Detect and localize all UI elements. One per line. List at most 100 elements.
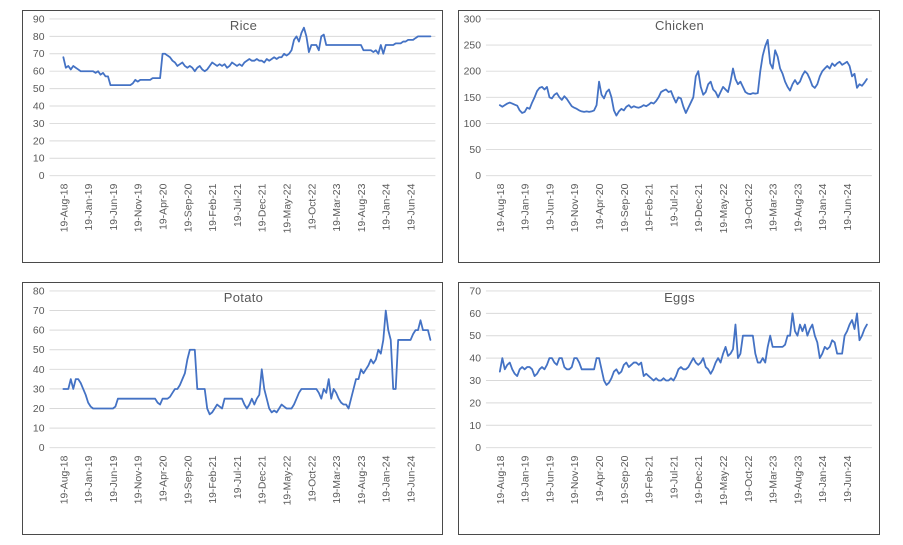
x-tick-label-19-Nov-19: 19-Nov-19	[570, 455, 581, 504]
x-tick-label-19-Jul-21: 19-Jul-21	[669, 455, 680, 499]
x-tick-label-19-Dec-21: 19-Dec-21	[694, 455, 705, 504]
y-tick-label-150: 150	[464, 93, 482, 104]
y-tick-label-20: 20	[33, 404, 45, 415]
y-tick-label-20: 20	[469, 398, 481, 409]
y-tick-label-0: 0	[39, 443, 45, 454]
eggs-plot-svg: 0 10 20 30 40 50 60 70 19-Aug-18 19-Jan-19 19-Jun-…	[469, 286, 872, 505]
chicken-y-tick-labels: 0 50 100 150 200 250 300	[464, 14, 482, 182]
x-tick-label-19-Jan-24: 19-Jan-24	[818, 455, 829, 502]
x-tick-label-19-Aug-23: 19-Aug-23	[357, 455, 368, 504]
y-tick-label-80: 80	[33, 32, 45, 43]
y-tick-label-50: 50	[33, 84, 45, 95]
x-tick-label-19-Dec-21: 19-Dec-21	[694, 183, 705, 232]
x-tick-label-19-Jul-21: 19-Jul-21	[233, 455, 244, 499]
x-tick-label-19-Jun-19: 19-Jun-19	[545, 183, 556, 230]
x-tick-label-19-Aug-23: 19-Aug-23	[793, 455, 804, 504]
x-tick-label-19-May-22: 19-May-22	[283, 455, 294, 505]
y-tick-label-0: 0	[475, 443, 481, 454]
x-tick-label-19-Sep-20: 19-Sep-20	[183, 183, 194, 232]
y-tick-label-10: 10	[469, 421, 481, 432]
rice-series-line	[62, 26, 432, 87]
x-tick-label-19-Feb-21: 19-Feb-21	[208, 455, 219, 503]
x-tick-label-19-Dec-21: 19-Dec-21	[258, 183, 269, 232]
x-tick-label-19-Aug-18: 19-Aug-18	[496, 183, 507, 232]
x-tick-label-19-Aug-23: 19-Aug-23	[793, 183, 804, 232]
x-tick-label-19-Apr-20: 19-Apr-20	[159, 183, 170, 229]
x-tick-label-19-Jun-24: 19-Jun-24	[407, 183, 418, 230]
y-tick-label-30: 30	[469, 376, 481, 387]
y-tick-label-70: 70	[33, 306, 45, 317]
chicken-x-tick-labels: 19-Aug-18 19-Jan-19 19-Jun-19 19-Nov-19 19-A…	[496, 183, 854, 233]
chicken-plot-svg: 0 50 100 150 200 250 300 19-Aug-18 19-Jan-19 19-J…	[464, 14, 872, 233]
y-tick-label-50: 50	[33, 345, 45, 356]
x-tick-label-19-Oct-22: 19-Oct-22	[307, 183, 318, 229]
rice-gridlines	[49, 18, 436, 177]
x-tick-label-19-Jul-21: 19-Jul-21	[233, 183, 244, 227]
y-tick-label-200: 200	[464, 67, 482, 78]
y-tick-label-40: 40	[469, 354, 481, 365]
y-tick-label-60: 60	[469, 309, 481, 320]
x-tick-label-19-Jan-19: 19-Jan-19	[521, 455, 532, 502]
x-tick-label-19-Feb-21: 19-Feb-21	[645, 455, 656, 503]
x-tick-label-19-Sep-20: 19-Sep-20	[620, 183, 631, 232]
chicken-series-line	[498, 38, 868, 117]
y-tick-label-0: 0	[39, 171, 45, 182]
potato-gridlines	[49, 290, 436, 449]
y-tick-label-80: 80	[33, 286, 45, 297]
x-tick-label-19-Aug-18: 19-Aug-18	[59, 183, 70, 232]
x-tick-label-19-May-22: 19-May-22	[719, 455, 730, 505]
x-tick-label-19-May-22: 19-May-22	[283, 183, 294, 233]
y-tick-label-70: 70	[33, 49, 45, 60]
x-tick-label-19-Jan-19: 19-Jan-19	[521, 183, 532, 230]
x-tick-label-19-Apr-20: 19-Apr-20	[159, 455, 170, 501]
y-tick-label-40: 40	[33, 365, 45, 376]
x-tick-label-19-Dec-21: 19-Dec-21	[258, 455, 269, 504]
x-tick-label-19-Jan-24: 19-Jan-24	[818, 183, 829, 230]
x-tick-label-19-Feb-21: 19-Feb-21	[645, 183, 656, 231]
eggs-y-tick-labels: 0 10 20 30 40 50 60 70	[469, 286, 481, 454]
x-tick-label-19-May-22: 19-May-22	[719, 183, 730, 233]
x-tick-label-19-Aug-18: 19-Aug-18	[59, 455, 70, 504]
y-tick-label-250: 250	[464, 41, 482, 52]
x-tick-label-19-Mar-23: 19-Mar-23	[769, 183, 780, 231]
x-tick-label-19-Jun-19: 19-Jun-19	[109, 455, 120, 502]
x-tick-label-19-Mar-23: 19-Mar-23	[769, 455, 780, 503]
chart-potato: 0 10 20 30 40 50 60 70 80 19-Aug-18 19-Jan-19 19-Ju…	[22, 282, 443, 535]
x-tick-label-19-Apr-20: 19-Apr-20	[595, 455, 606, 501]
x-tick-label-19-Mar-23: 19-Mar-23	[332, 455, 343, 503]
y-tick-label-30: 30	[33, 119, 45, 130]
x-tick-label-19-Jan-24: 19-Jan-24	[382, 455, 393, 502]
eggs-x-tick-labels: 19-Aug-18 19-Jan-19 19-Jun-19 19-Nov-19 19-A…	[496, 455, 854, 505]
x-tick-label-19-Jan-24: 19-Jan-24	[382, 183, 393, 230]
y-tick-label-60: 60	[33, 326, 45, 337]
x-tick-label-19-Jun-19: 19-Jun-19	[545, 455, 556, 502]
y-tick-label-300: 300	[464, 14, 482, 25]
y-tick-label-40: 40	[33, 101, 45, 112]
y-tick-label-50: 50	[469, 331, 481, 342]
potato-plot-svg: 0 10 20 30 40 50 60 70 80 19-Aug-18 19-Jan-19 19-Ju…	[33, 286, 436, 505]
y-tick-label-30: 30	[33, 384, 45, 395]
x-tick-label-19-Jun-24: 19-Jun-24	[843, 183, 854, 230]
y-tick-label-10: 10	[33, 424, 45, 435]
y-tick-label-10: 10	[33, 154, 45, 165]
eggs-series-line	[498, 312, 868, 386]
x-tick-label-19-Jun-19: 19-Jun-19	[109, 183, 120, 230]
y-tick-label-20: 20	[33, 136, 45, 147]
x-tick-label-19-Mar-23: 19-Mar-23	[332, 183, 343, 231]
rice-x-tick-labels: 19-Aug-18 19-Jan-19 19-Jun-19 19-Nov-19 19-A…	[59, 183, 417, 233]
y-tick-label-70: 70	[469, 286, 481, 297]
x-tick-label-19-Nov-19: 19-Nov-19	[134, 455, 145, 504]
x-tick-label-19-Oct-22: 19-Oct-22	[744, 455, 755, 501]
x-tick-label-19-Jul-21: 19-Jul-21	[669, 183, 680, 227]
y-tick-label-0: 0	[475, 171, 481, 182]
y-tick-label-90: 90	[33, 14, 45, 25]
chart-eggs: 0 10 20 30 40 50 60 70 19-Aug-18 19-Jan-19 19-Jun-…	[458, 282, 880, 535]
x-tick-label-19-Jan-19: 19-Jan-19	[84, 183, 95, 230]
x-tick-label-19-Aug-23: 19-Aug-23	[357, 183, 368, 232]
x-tick-label-19-Aug-18: 19-Aug-18	[496, 455, 507, 504]
x-tick-label-19-Jan-19: 19-Jan-19	[84, 455, 95, 502]
x-tick-label-19-Jun-24: 19-Jun-24	[843, 455, 854, 502]
chart-chicken: 0 50 100 150 200 250 300 19-Aug-18 19-Jan-19 19-J…	[458, 10, 880, 263]
x-tick-label-19-Oct-22: 19-Oct-22	[744, 183, 755, 229]
chart-rice: 0 10 20 30 40 50 60 70 80 90 19-Aug-18 19-Jan-19 19-…	[22, 10, 443, 263]
